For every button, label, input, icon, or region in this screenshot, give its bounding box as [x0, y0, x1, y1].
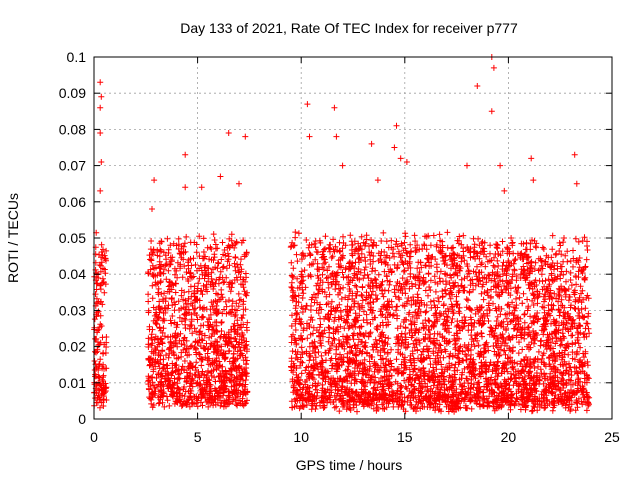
roti-outlier-point — [571, 151, 578, 158]
x-tick-label: 25 — [604, 429, 620, 445]
y-tick-label: 0.02 — [59, 339, 86, 355]
y-tick-label: 0.09 — [59, 85, 86, 101]
y-tick-label: 0.07 — [59, 158, 86, 174]
roti-outlier-point — [397, 155, 404, 162]
roti-outlier-point — [331, 104, 338, 111]
roti-outlier-point — [530, 177, 537, 184]
roti-outlier-point — [217, 173, 224, 180]
roti-outlier-point — [236, 180, 242, 187]
x-tick-label: 0 — [90, 429, 98, 445]
y-tick-label: 0 — [78, 411, 86, 427]
y-tick-label: 0.08 — [59, 121, 86, 137]
data-points — [91, 54, 593, 415]
roti-outlier-point — [151, 177, 158, 184]
roti-outlier-point — [501, 187, 508, 194]
roti-outlier-point — [490, 64, 497, 71]
y-tick-label: 0.1 — [67, 49, 87, 65]
roti-outlier-point — [339, 162, 346, 169]
chart-title: Day 133 of 2021, Rate Of TEC Index for r… — [180, 20, 518, 36]
x-tick-label: 15 — [397, 429, 413, 445]
y-tick-label: 0.04 — [59, 266, 86, 282]
roti-outlier-point — [393, 122, 400, 129]
roti-outlier-point — [333, 133, 340, 140]
axis-ticks: 0 0.01 0.02 0.03 0.04 0.05 0.06 0.07 0.08 0.09 0.1… — [59, 49, 620, 445]
y-tick-label: 0.03 — [59, 302, 86, 318]
roti-outlier-point — [488, 108, 495, 115]
roti-outlier-point — [391, 144, 398, 151]
y-tick-label: 0.01 — [59, 375, 86, 391]
roti-point-cloud — [91, 229, 593, 415]
y-axis-title: ROTI / TECUs — [5, 193, 21, 283]
roti-outlier-point — [528, 155, 535, 162]
roti-outlier-point — [149, 206, 155, 212]
roti-outlier-point — [464, 162, 470, 169]
roti-outlier-point — [497, 162, 504, 169]
x-tick-label: 10 — [293, 429, 309, 445]
roti-outlier-point — [403, 159, 410, 165]
roti-outlier-point — [474, 83, 481, 89]
roti-outlier-point — [306, 133, 313, 140]
roti-outlier-point — [97, 79, 104, 86]
roti-outlier-point — [242, 133, 249, 140]
roti-outlier-point — [182, 184, 189, 191]
x-axis-title: GPS time / hours — [296, 457, 403, 473]
roti-outlier-point — [182, 151, 189, 158]
roti-outlier-point — [198, 184, 205, 191]
y-tick-label: 0.05 — [59, 230, 86, 246]
x-tick-label: 5 — [194, 429, 202, 445]
roti-outlier-point — [573, 180, 580, 187]
roti-outlier-point — [225, 130, 232, 136]
roti-outlier-point — [368, 140, 375, 147]
y-tick-label: 0.06 — [59, 194, 86, 210]
x-tick-label: 20 — [501, 429, 517, 445]
roti-outlier-point — [98, 159, 105, 165]
roti-outlier-point — [98, 93, 105, 100]
roti-outlier-point — [97, 130, 104, 136]
roti-outlier-point — [374, 177, 381, 184]
roti-outlier-point — [97, 104, 104, 111]
roti-outlier-point — [304, 101, 311, 108]
roti-outlier-point — [97, 187, 104, 194]
